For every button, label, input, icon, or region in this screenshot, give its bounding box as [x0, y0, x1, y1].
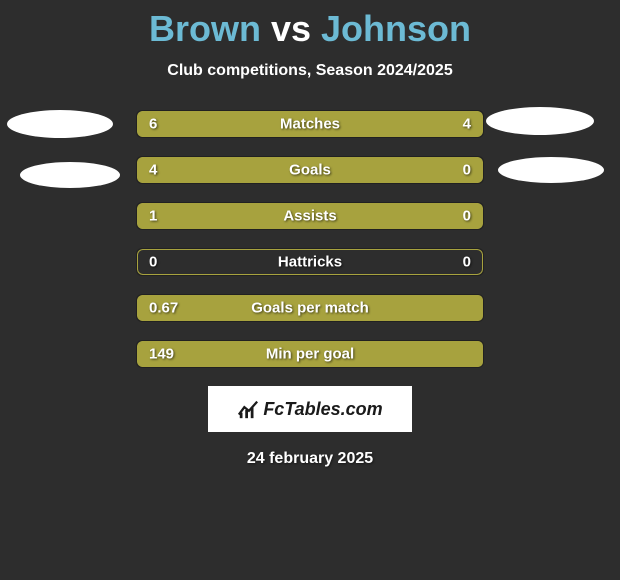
bar-left	[137, 203, 400, 229]
stat-row: 4 Goals 0	[136, 156, 484, 184]
stat-row: 6 Matches 4	[136, 110, 484, 138]
value-left: 4	[149, 162, 157, 179]
bg-ellipse	[486, 107, 594, 135]
bg-ellipse	[498, 157, 604, 183]
value-left: 0	[149, 254, 157, 271]
title-vs: vs	[271, 8, 311, 49]
stat-row: 1 Assists 0	[136, 202, 484, 230]
date-line: 24 february 2025	[0, 450, 620, 468]
value-left: 6	[149, 116, 157, 133]
stat-row: 0 Hattricks 0	[136, 248, 484, 276]
stat-label: Min per goal	[266, 346, 354, 363]
stat-label: Goals per match	[251, 300, 369, 317]
stat-label: Hattricks	[278, 254, 342, 271]
stat-label: Matches	[280, 116, 340, 133]
player2-name: Johnson	[321, 8, 471, 49]
stat-row: 149 Min per goal	[136, 340, 484, 368]
stat-label: Goals	[289, 162, 331, 179]
value-right: 4	[463, 116, 471, 133]
source-logo: FcTables.com	[208, 386, 412, 432]
value-left: 149	[149, 346, 174, 363]
comparison-infographic: Brown vs Johnson Club competitions, Seas…	[0, 0, 620, 468]
bg-ellipse	[20, 162, 120, 188]
player1-name: Brown	[149, 8, 261, 49]
stat-label: Assists	[283, 208, 336, 225]
chart-icon	[237, 398, 259, 420]
stats-area: 6 Matches 4 4 Goals 0 1 Assists 0 0 Hattricks 0 0.67…	[0, 110, 620, 368]
value-left: 1	[149, 208, 157, 225]
subtitle: Club competitions, Season 2024/2025	[0, 62, 620, 80]
value-right: 0	[463, 162, 471, 179]
stat-row: 0.67 Goals per match	[136, 294, 484, 322]
logo-text: FcTables.com	[263, 399, 382, 420]
value-right: 0	[463, 208, 471, 225]
value-right: 0	[463, 254, 471, 271]
title: Brown vs Johnson	[0, 8, 620, 50]
value-left: 0.67	[149, 300, 178, 317]
bar-left	[137, 157, 400, 183]
stat-rows: 6 Matches 4 4 Goals 0 1 Assists 0 0 Hattricks 0 0.67…	[136, 110, 484, 368]
bg-ellipse	[7, 110, 113, 138]
